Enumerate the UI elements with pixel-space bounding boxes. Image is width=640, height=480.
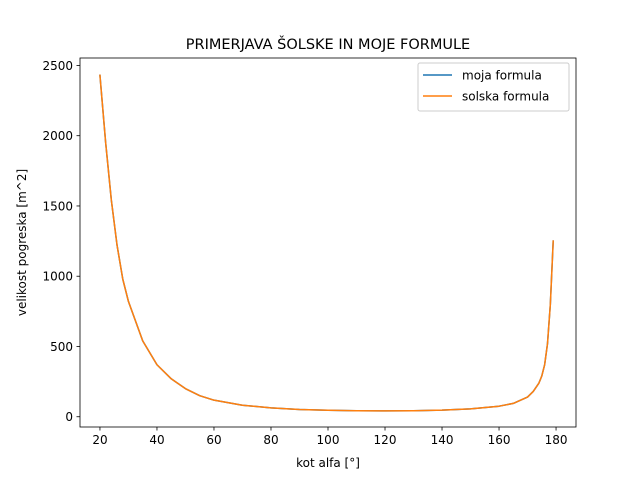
x-tick-label: 180	[545, 433, 568, 447]
legend-label-2: solska formula	[462, 90, 549, 104]
y-axis-ticks: 0 500 1000 1500 2000 2500	[42, 59, 80, 424]
y-tick-label: 1000	[42, 270, 73, 284]
x-tick-label: 80	[263, 433, 278, 447]
chart-title: PRIMERJAVA ŠOLSKE IN MOJE FORMULE	[186, 35, 470, 53]
x-tick-label: 140	[431, 433, 454, 447]
x-tick-label: 40	[149, 433, 164, 447]
y-tick-label: 2500	[42, 59, 73, 73]
x-tick-label: 120	[374, 433, 397, 447]
x-tick-label: 20	[92, 433, 107, 447]
legend-frame	[417, 62, 570, 112]
y-tick-label: 2000	[42, 129, 73, 143]
x-tick-label: 100	[317, 433, 340, 447]
y-tick-label: 1500	[42, 199, 73, 213]
x-tick-label: 60	[206, 433, 221, 447]
y-axis-label: velikost pogreska [m^2]	[15, 169, 29, 316]
y-tick-label: 0	[65, 410, 73, 424]
y-tick-label: 500	[50, 340, 73, 354]
x-axis-label: kot alfa [°]	[296, 456, 360, 470]
x-tick-label: 160	[488, 433, 511, 447]
legend: moja formula solska formula	[417, 62, 570, 112]
x-axis-ticks: 20 40 60 80 100 120 140 160 180	[92, 427, 567, 447]
series-layer	[99, 74, 554, 412]
legend-label-1: moja formula	[462, 69, 542, 83]
series-line-2	[99, 74, 554, 412]
